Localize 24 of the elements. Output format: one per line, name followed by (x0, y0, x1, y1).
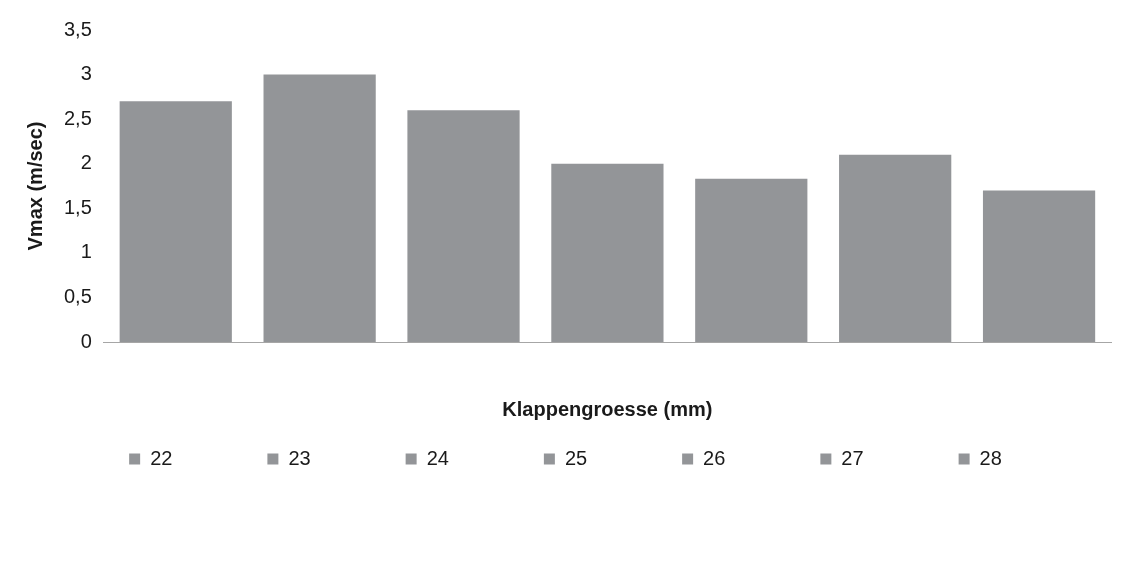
bar (982, 190, 1096, 342)
legend-label: 28 (979, 446, 1002, 469)
legend-label: 22 (150, 446, 173, 469)
bar (839, 154, 952, 342)
y-tick-label: 0,5 (63, 284, 92, 307)
bar (551, 163, 664, 342)
y-tick-label: 1 (80, 240, 92, 263)
y-tick-label: 0 (80, 329, 92, 352)
legend-label: 25 (564, 446, 588, 469)
y-tick-label: 1,5 (63, 195, 92, 218)
y-tick-label: 3 (80, 62, 92, 85)
y-tick-label: 2,5 (63, 106, 92, 129)
x-axis-title: Klappengroesse (mm) (502, 397, 713, 420)
y-tick-label: 2 (80, 151, 92, 174)
bar (263, 74, 376, 342)
y-axis-title: Vmax (m/sec) (23, 121, 46, 251)
legend-label: 24 (426, 446, 449, 469)
legend-label: 27 (841, 446, 864, 469)
bar (119, 101, 232, 342)
legend-label: 26 (703, 446, 726, 469)
bar (407, 110, 520, 342)
y-tick-label: 3,5 (63, 17, 92, 40)
bar (695, 178, 808, 342)
legend-label: 23 (288, 446, 311, 469)
